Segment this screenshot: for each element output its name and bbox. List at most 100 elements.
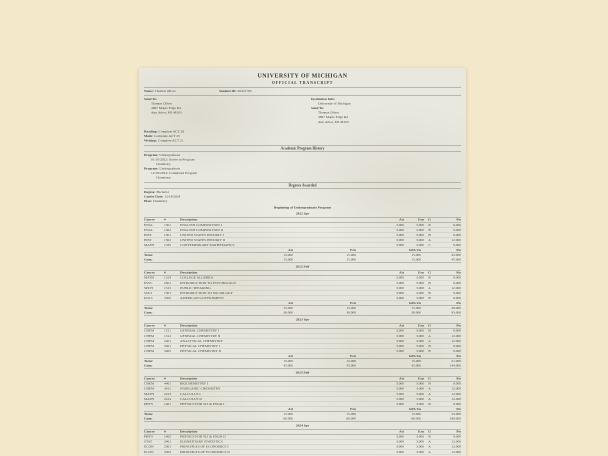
course-cell: A bbox=[428, 444, 431, 449]
course-cell: 12.000 bbox=[451, 449, 461, 454]
course-cell: PHYS bbox=[144, 434, 153, 439]
course-row: STAT 2401 ELEMENTARY STATISTICS 3.000 3.000 A… bbox=[144, 440, 461, 445]
course-cell: STAT bbox=[144, 439, 153, 444]
course-cell: 12.000 bbox=[451, 237, 461, 242]
term-summary-row: Term: 15.000 15.000 15.000 48.000 bbox=[144, 306, 461, 311]
summary-column-header: Pts bbox=[456, 300, 461, 305]
course-cell: 1301 bbox=[164, 222, 171, 227]
summary-value: 45.000 bbox=[451, 253, 461, 258]
column-header: # bbox=[164, 429, 166, 434]
course-cell: 9.000 bbox=[453, 295, 461, 300]
program-entry: Program: Undergraduate 12/18/2024: Comple… bbox=[144, 166, 461, 180]
course-row: MATH 2413 CALCULUS I 3.000 3.000 A 12.000 bbox=[144, 392, 461, 397]
course-cell: INTRODUCTION TO PSYCHOLOGY bbox=[180, 280, 237, 285]
column-header: Ern bbox=[418, 429, 424, 434]
degree-label: Degree: bbox=[144, 189, 156, 194]
course-cell: INORGANIC CHEMISTRY bbox=[180, 386, 221, 391]
course-cell: POLS bbox=[144, 295, 153, 300]
column-header: Pts bbox=[456, 376, 461, 381]
course-cell: 1302 bbox=[164, 237, 171, 242]
column-header: Pts bbox=[456, 323, 461, 328]
course-cell: 12.000 bbox=[451, 338, 461, 343]
course-cell: 1401 bbox=[164, 401, 171, 406]
institution-line: University of Michigan bbox=[318, 101, 351, 106]
summary-column-header: Ern bbox=[350, 406, 356, 411]
column-header: Att bbox=[399, 376, 404, 381]
send-to-block: Send To: Thomas Oliver 4867 Maple Edge Rd… bbox=[144, 97, 311, 124]
course-cell: A bbox=[428, 237, 431, 242]
course-cell: COLLEGE ALGEBRA bbox=[180, 275, 214, 280]
course-table-header: Course # Description Att Ern G Pts bbox=[144, 270, 461, 276]
course-cell: B bbox=[428, 275, 431, 280]
column-header: Pts bbox=[456, 429, 461, 434]
course-cell: 3.000 bbox=[396, 285, 404, 290]
institution-send-to-address: Thomas Oliver 4867 Maple Edge Rd Ann Arbor… bbox=[311, 111, 461, 125]
course-cell: 3.000 bbox=[416, 280, 424, 285]
course-row: BIOL1306GENERAL BIOLOGY I3.0003.000A12.0… bbox=[144, 455, 461, 456]
course-cell: 9.000 bbox=[453, 434, 461, 439]
course-cell: 3.000 bbox=[416, 290, 424, 295]
course-cell: 3.000 bbox=[416, 232, 424, 237]
course-row: POLS 2305 AMERICAN GOVERNMENT 3.000 3.000 B 9.… bbox=[144, 296, 461, 301]
course-cell: 3.000 bbox=[396, 328, 404, 333]
course-cell: 3.000 bbox=[396, 396, 404, 401]
course-cell: 2305 bbox=[164, 295, 171, 300]
course-row: MATH 2414 CALCULUS II 3.000 3.000 A 12.000 bbox=[144, 397, 461, 402]
course-table-header: Course # Description Att Ern G Pts bbox=[144, 217, 461, 223]
course-cell: B bbox=[428, 232, 431, 237]
document-type-title: OFFICIAL TRANSCRIPT bbox=[271, 80, 334, 85]
column-header: G bbox=[428, 270, 431, 275]
institution-info-lines: University of Michigan bbox=[311, 102, 461, 107]
divider bbox=[144, 86, 461, 88]
course-cell: 3.000 bbox=[396, 280, 404, 285]
course-cell: 12.000 bbox=[451, 386, 461, 391]
course-cell: 9.000 bbox=[453, 227, 461, 232]
course-cell: PRINCIPLES OF ECONOMICS I bbox=[180, 444, 229, 449]
course-table-header: Course # Description Att Ern G Pts bbox=[144, 429, 461, 435]
course-cell: 1315 bbox=[164, 285, 171, 290]
course-cell: B bbox=[428, 434, 431, 439]
course-cell: PHYSICS FOR SCI & ENGR II bbox=[180, 434, 226, 439]
column-header: Course bbox=[144, 323, 155, 328]
course-cell: 3402 bbox=[164, 348, 171, 353]
summary-column-header: Att bbox=[288, 300, 293, 305]
address-line: 4867 Maple Edge Rd bbox=[318, 115, 348, 120]
summary-value: 15.000 bbox=[346, 306, 356, 311]
institution-info-block: Institution Info: University of Michigan… bbox=[311, 97, 461, 124]
summary-value: 15.000 bbox=[411, 253, 421, 258]
summary-row-label: Cum: bbox=[144, 257, 153, 262]
column-header: Ern bbox=[418, 323, 424, 328]
column-header: Course bbox=[144, 270, 155, 275]
course-cell: 3.000 bbox=[416, 381, 424, 386]
course-cell: 3.000 bbox=[416, 386, 424, 391]
course-cell: GENERAL CHEMISTRY I bbox=[180, 328, 220, 333]
course-cell: B bbox=[428, 295, 431, 300]
summary-header-spacer bbox=[144, 354, 174, 359]
identity-row: Name: Thomas Oliver Student ID: 20451783 bbox=[144, 89, 461, 94]
course-cell: 9.000 bbox=[453, 348, 461, 353]
course-cell: B bbox=[428, 381, 431, 386]
course-cell: GENERAL CHEMISTRY II bbox=[180, 333, 221, 338]
course-row: CHEM 2401 ANALYTICAL CHEMISTRY 3.000 3.000 A 1… bbox=[144, 339, 461, 344]
summary-value: 198.000 bbox=[449, 416, 461, 421]
summary-value: 15.000 bbox=[283, 411, 293, 416]
institution-send-to-label: Send To: bbox=[311, 106, 325, 111]
course-cell: A bbox=[428, 386, 431, 391]
course-cell: PHYS bbox=[144, 401, 153, 406]
summary-value: 30.000 bbox=[346, 310, 356, 315]
course-row: CHEM 1311 GENERAL CHEMISTRY I 3.000 3.000 B 9.… bbox=[144, 329, 461, 334]
summary-value: 30.000 bbox=[283, 310, 293, 315]
course-cell: 3.000 bbox=[376, 455, 404, 456]
summary-value: 45.000 bbox=[346, 363, 356, 368]
course-cell: 3401 bbox=[164, 343, 171, 348]
address-line: 4867 Maple Edge Rd bbox=[151, 106, 181, 111]
course-cell: 2401 bbox=[164, 439, 171, 444]
course-row: SOCI 1301 INTRODUCTION TO SOCIOLOGY 3.000 3.… bbox=[144, 291, 461, 296]
course-cell: 9.000 bbox=[453, 280, 461, 285]
course-cell: 3.000 bbox=[396, 439, 404, 444]
column-header: Description bbox=[180, 376, 198, 381]
course-row: ECON 2302 PRINCIPLES OF ECONOMICS II 3.000 3… bbox=[144, 450, 461, 455]
course-cell: B bbox=[428, 290, 431, 295]
course-cell: A bbox=[428, 391, 431, 396]
column-header: Att bbox=[399, 217, 404, 222]
